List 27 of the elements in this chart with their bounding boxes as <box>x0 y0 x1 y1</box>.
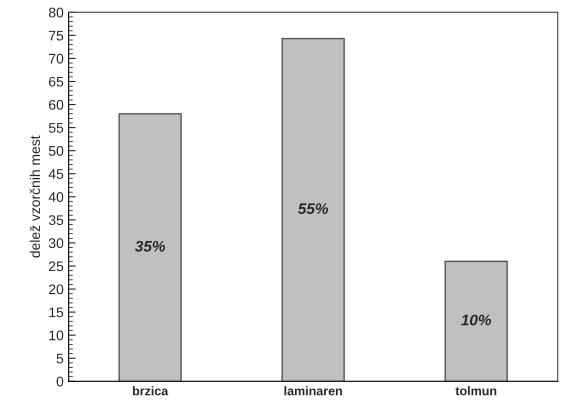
y-tick-label: 0 <box>56 376 64 386</box>
y-tick-label: 10 <box>49 330 64 340</box>
bar <box>118 113 182 382</box>
y-axis-title: delež vzorčnih mest <box>30 136 40 258</box>
y-tick-label: 25 <box>49 261 64 272</box>
annotation: 35% <box>134 240 166 252</box>
y-tick-label: 30 <box>48 238 64 248</box>
x-tick-label: tolmun <box>456 386 496 396</box>
y-tick-label: 5 <box>56 354 64 364</box>
y-tick-label: 45 <box>48 169 64 179</box>
bar <box>444 260 508 382</box>
y-tick-label: 35 <box>48 215 64 226</box>
bar <box>282 38 345 382</box>
x-tick-label: brzica <box>132 386 168 396</box>
y-tick-label: 65 <box>49 76 64 87</box>
y-tick-label: 20 <box>49 284 64 294</box>
y-tick-label: 60 <box>49 100 64 110</box>
y-tick-label: 40 <box>48 192 64 202</box>
annotation: 10% <box>461 314 492 326</box>
y-tick-label: 70 <box>49 54 64 64</box>
y-tick-label: 75 <box>49 30 64 41</box>
annotation: 55% <box>298 203 328 214</box>
y-tick-label: 80 <box>48 8 64 18</box>
y-tick-label: 50 <box>48 146 64 156</box>
y-tick-label: 55 <box>48 123 64 133</box>
y-tick-label: 15 <box>49 308 64 318</box>
x-tick-label: laminaren <box>284 386 342 396</box>
